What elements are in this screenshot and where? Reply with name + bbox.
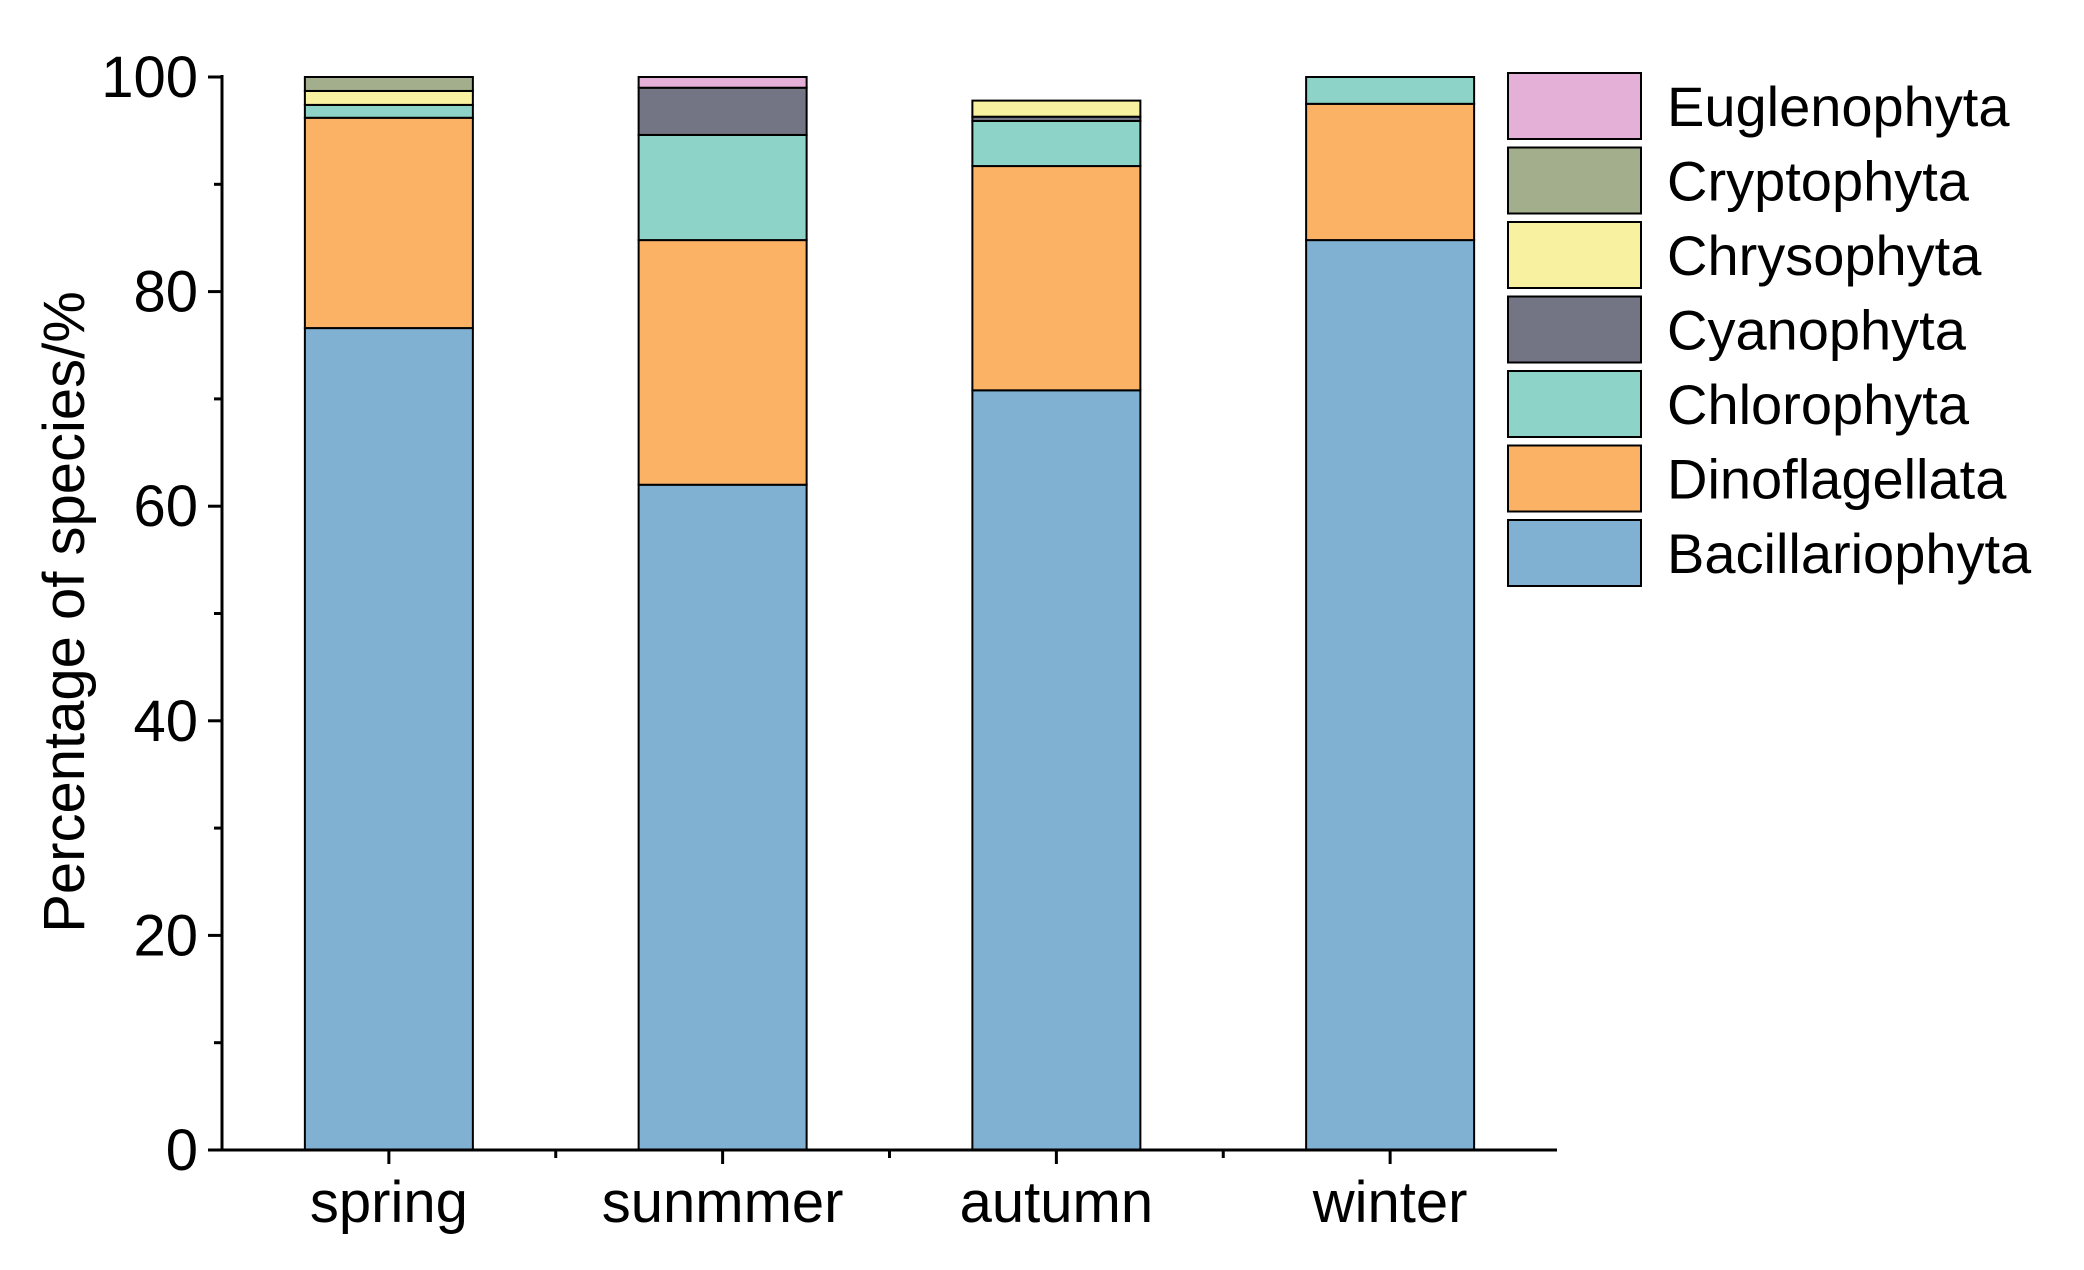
axes-layer: 0 20 40 60 80 100 spring sunmmer autumn winter <box>101 45 1557 1235</box>
legend-swatch-chrysophyta <box>1507 221 1642 289</box>
legend-label-cyanophyta: Cyanophyta <box>1667 299 1967 362</box>
legend-swatch-cryptophyta <box>1507 146 1642 215</box>
legend-swatch-euglenophyta <box>1507 72 1642 140</box>
bar-segment-sunmmer-chlorophyta <box>637 133 808 242</box>
legend-label-chrysophyta: Chrysophyta <box>1667 224 1982 287</box>
bar-segment-spring-dinoflagellata <box>303 116 474 330</box>
bar-segment-autumn-dinoflagellata <box>971 165 1142 392</box>
y-tick-label: 80 <box>133 260 198 325</box>
y-tick-label: 100 <box>101 45 198 110</box>
bar-segment-spring-chrysophyta <box>303 89 474 106</box>
bar-segment-spring-chlorophyta <box>303 103 474 119</box>
bar-segment-autumn-chlorophyta <box>971 119 1142 168</box>
bar-segment-spring-cryptophyta <box>303 76 474 92</box>
bar-segment-winter-bacillariophyta <box>1305 239 1476 1151</box>
bar-segment-sunmmer-bacillariophyta <box>637 483 808 1151</box>
bar-segment-winter-chlorophyta <box>1305 76 1476 105</box>
legend-label-dinoflagellata: Dinoflagellata <box>1667 448 2007 511</box>
legend-label-euglenophyta: Euglenophyta <box>1667 75 2010 138</box>
bar-segment-sunmmer-cyanophyta <box>637 86 808 136</box>
bar-segment-autumn-chrysophyta <box>971 99 1142 118</box>
legend-label-bacillariophyta: Bacillariophyta <box>1667 522 2032 585</box>
y-axis-label: Percentage of species/% <box>32 291 97 933</box>
x-tick-label: winter <box>1312 1170 1468 1235</box>
legend-label-chlorophyta: Chlorophyta <box>1667 373 1970 436</box>
legend-swatch-dinoflagellata <box>1507 444 1642 513</box>
y-tick-label: 60 <box>133 474 198 539</box>
y-tick-label: 20 <box>133 903 198 968</box>
y-tick-label: 40 <box>133 689 198 754</box>
legend-label-cryptophyta: Cryptophyta <box>1667 150 1970 213</box>
bar-segment-sunmmer-euglenophyta <box>637 76 808 89</box>
bar-segment-autumn-bacillariophyta <box>971 389 1142 1152</box>
x-tick-label: sunmmer <box>602 1170 844 1235</box>
legend: Euglenophyta Cryptophyta Chrysophyta Cyanop… <box>1507 72 2032 587</box>
bar-segment-winter-dinoflagellata <box>1305 102 1476 242</box>
legend-swatch-cyanophyta <box>1507 295 1642 364</box>
bars-layer <box>303 76 1476 1152</box>
legend-swatch-bacillariophyta <box>1507 519 1642 587</box>
y-tick-label: 0 <box>166 1118 198 1183</box>
bar-segment-spring-bacillariophyta <box>303 327 474 1152</box>
x-tick-label: autumn <box>960 1170 1153 1235</box>
legend-swatch-chlorophyta <box>1507 370 1642 438</box>
bar-segment-sunmmer-dinoflagellata <box>637 239 808 486</box>
x-tick-label: spring <box>310 1170 468 1235</box>
